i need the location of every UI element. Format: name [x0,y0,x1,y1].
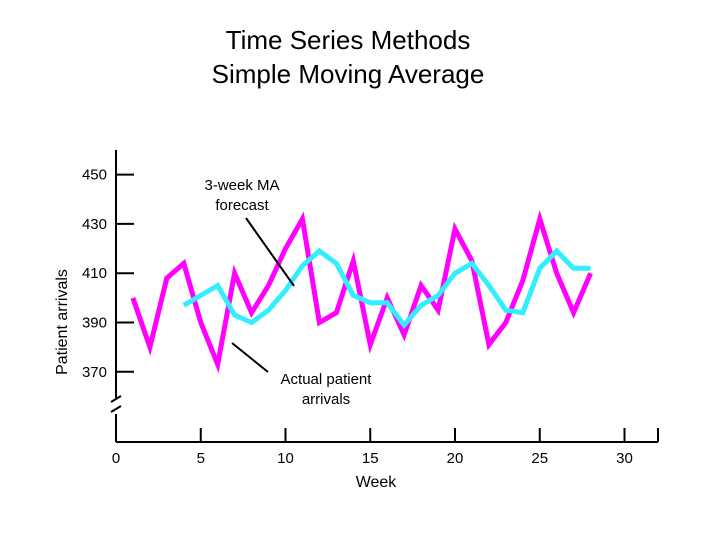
x-tick-label: 15 [362,450,379,467]
annotation-forecast-line-2: forecast [215,197,269,214]
x-tick-label: 10 [277,450,294,467]
chart-title-line-1: Time Series Methods [226,25,471,55]
axis-break-mark-1 [110,395,122,403]
x-tick-label: 5 [197,450,205,467]
x-tick-label: 0 [112,450,120,467]
annotation-pointer-forecast [245,217,295,287]
annotation-actual-line-2: arrivals [302,391,350,408]
y-axis-label: Patient arrivals [54,269,71,375]
annotation-actual-line-1: Actual patient [281,371,373,388]
x-tick-label: 20 [447,450,464,467]
y-tick-label: 390 [82,315,107,332]
actual-arrivals-line [130,210,593,374]
y-tick-label: 430 [82,216,107,233]
annotation-forecast-line-1: 3-week MA [204,177,279,194]
x-tick-label: 25 [531,450,548,467]
y-tick-label: 450 [82,167,107,184]
y-tick-label: 370 [82,364,107,381]
x-axis-label: Week [356,474,398,491]
y-tick-label: 410 [82,265,107,282]
x-tick-label: 30 [616,450,633,467]
axis-break-mark-2 [110,405,122,413]
annotation-pointer-actual [231,342,269,373]
moving-average-line [182,247,591,329]
chart-title-line-2: Simple Moving Average [212,59,485,89]
